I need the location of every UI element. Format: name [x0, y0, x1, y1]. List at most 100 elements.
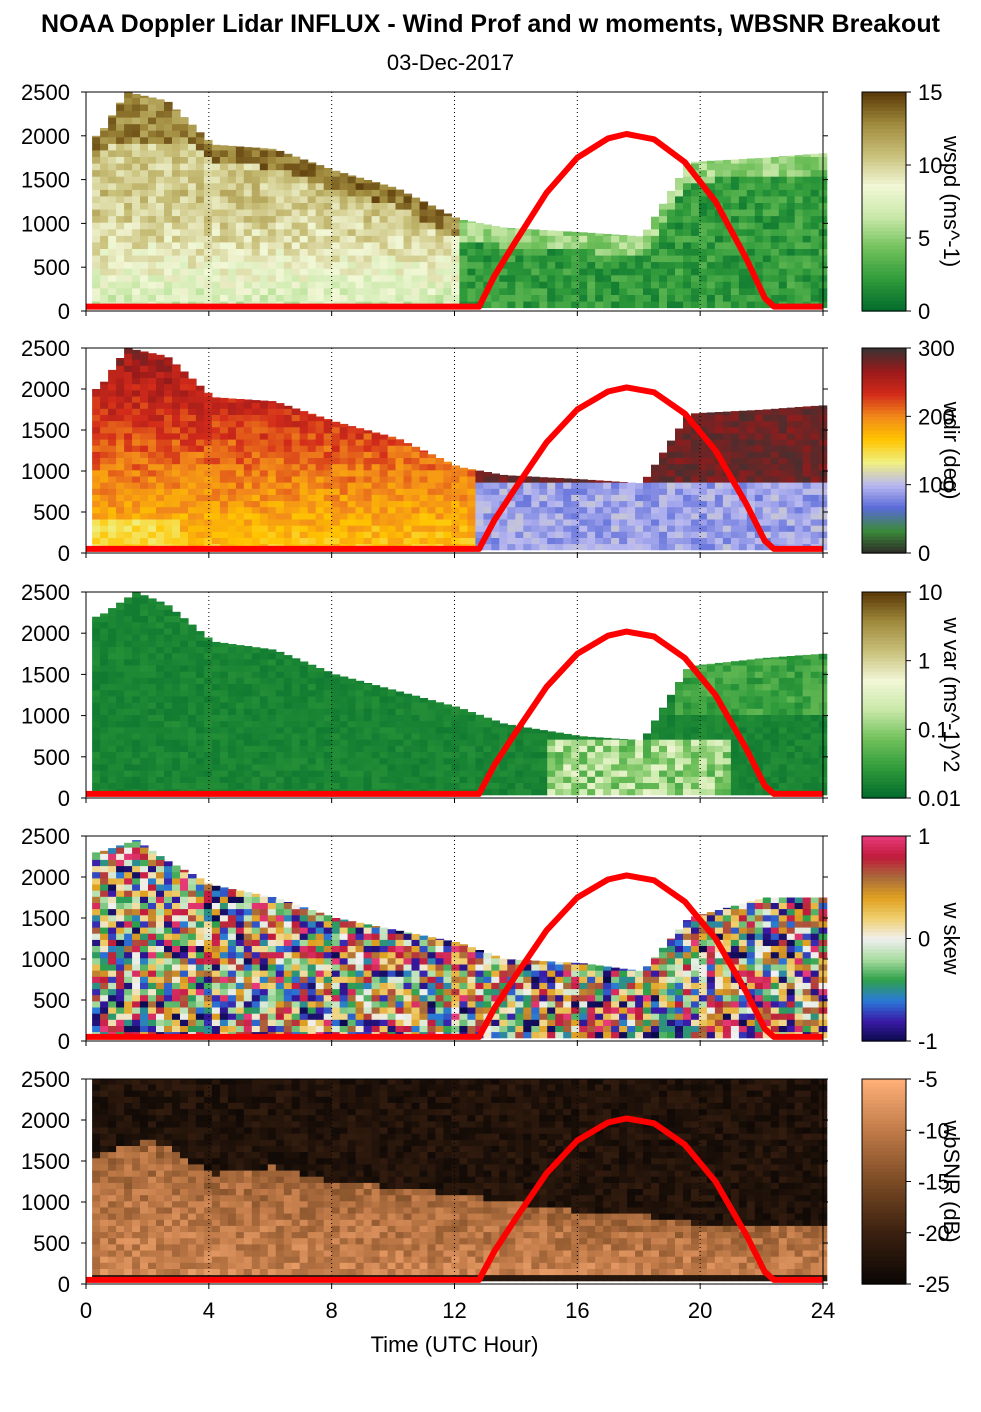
- heatmap-cell: [507, 475, 516, 483]
- heatmap-cell: [219, 519, 229, 526]
- heatmap-cell: [140, 396, 149, 403]
- heatmap-cell: [148, 512, 157, 520]
- heatmap-cell: [786, 268, 796, 276]
- heatmap-cell: [403, 751, 413, 759]
- heatmap-cell: [691, 215, 700, 223]
- heatmap-cell: [211, 176, 221, 184]
- heatmap-cell: [515, 537, 524, 545]
- heatmap-cell: [180, 658, 189, 666]
- heatmap-cell: [172, 621, 181, 629]
- heatmap-cell: [243, 451, 253, 458]
- heatmap-cell: [691, 525, 700, 532]
- heatmap-cell: [148, 640, 157, 647]
- heatmap-cell: [691, 163, 700, 171]
- heatmap-cell: [794, 163, 804, 171]
- heatmap-cell: [547, 500, 556, 508]
- heatmap-cell: [219, 664, 229, 672]
- heatmap-cell: [802, 451, 812, 458]
- heatmap-cell: [563, 231, 572, 236]
- heatmap-cell: [810, 525, 820, 532]
- heatmap-cell: [706, 519, 716, 526]
- colorbar-tick-label: 100: [918, 473, 955, 498]
- heatmap-cell: [770, 482, 780, 489]
- heatmap-cell: [786, 155, 796, 157]
- heatmap-cell: [203, 420, 213, 428]
- heatmap-cell: [770, 414, 780, 422]
- heatmap-cell: [587, 500, 596, 508]
- heatmap-cell: [307, 189, 317, 197]
- heatmap-cell: [387, 500, 397, 508]
- heatmap-cell: [116, 402, 125, 409]
- heatmap-cell: [92, 702, 101, 709]
- heatmap-cell: [355, 215, 365, 223]
- heatmap-cell: [683, 176, 692, 184]
- heatmap-cell: [92, 726, 101, 734]
- heatmap-cell: [547, 235, 556, 243]
- heatmap-cell: [116, 215, 125, 223]
- heatmap-cell: [124, 640, 133, 647]
- heatmap-cell: [339, 241, 349, 249]
- heatmap-cell: [156, 241, 165, 249]
- heatmap-cell: [140, 658, 149, 666]
- heatmap-cell: [323, 168, 333, 171]
- heatmap-cell: [188, 402, 197, 409]
- colorbar-segment: [862, 259, 906, 265]
- heatmap-cell: [124, 782, 133, 790]
- heatmap-cell: [100, 640, 109, 647]
- heatmap-cell: [132, 689, 141, 697]
- heatmap-cell: [555, 500, 564, 508]
- heatmap-cell: [331, 726, 341, 734]
- heatmap-cell: [499, 475, 508, 483]
- heatmap-cell: [539, 248, 548, 256]
- heatmap-cell: [475, 294, 484, 302]
- heatmap-cell: [515, 254, 524, 263]
- heatmap-cell: [619, 531, 628, 538]
- heatmap-cell: [243, 512, 253, 520]
- heatmap-cell: [778, 189, 788, 197]
- heatmap-cell: [571, 494, 580, 502]
- heatmap-cell: [714, 268, 724, 276]
- heatmap-cell: [571, 248, 580, 256]
- heatmap-cell: [810, 235, 820, 243]
- heatmap-cell: [762, 254, 772, 263]
- heatmap-cell: [778, 463, 788, 471]
- heatmap-cell: [203, 500, 213, 508]
- heatmap-cell: [619, 235, 628, 243]
- heatmap-cell: [132, 652, 141, 660]
- heatmap-cell: [563, 537, 572, 545]
- heatmap-cell: [299, 169, 309, 177]
- heatmap-cell: [659, 506, 668, 514]
- heatmap-cell: [275, 268, 285, 276]
- heatmap-cell: [698, 506, 708, 514]
- heatmap-cell: [619, 235, 628, 236]
- heatmap-cell: [132, 457, 141, 465]
- heatmap-cell: [132, 176, 141, 184]
- heatmap-cell: [251, 248, 261, 256]
- heatmap-cell: [148, 646, 157, 654]
- heatmap-cell: [667, 222, 676, 230]
- heatmap-cell: [403, 215, 413, 223]
- heatmap-cell: [108, 149, 117, 157]
- heatmap-cell: [148, 110, 157, 118]
- heatmap-cell: [459, 281, 468, 289]
- heatmap-cell: [156, 248, 165, 256]
- heatmap-cell: [706, 163, 716, 171]
- heatmap-cell: [714, 500, 724, 508]
- heatmap-cell: [203, 451, 213, 458]
- heatmap-cell: [714, 160, 724, 164]
- heatmap-cell: [283, 732, 293, 740]
- heatmap-cell: [243, 274, 253, 282]
- heatmap-cell: [235, 702, 245, 709]
- heatmap-cell: [339, 287, 349, 295]
- heatmap-cell: [691, 189, 700, 197]
- heatmap-cell: [395, 714, 405, 722]
- heatmap-cell: [675, 500, 684, 508]
- heatmap-cell: [92, 469, 101, 477]
- heatmap-cell: [347, 488, 357, 495]
- heatmap-cell: [100, 525, 109, 532]
- heatmap-cell: [323, 457, 333, 465]
- heatmap-cell: [211, 652, 221, 660]
- heatmap-cell: [754, 506, 764, 514]
- heatmap-cell: [395, 274, 405, 282]
- heatmap-cell: [195, 261, 205, 269]
